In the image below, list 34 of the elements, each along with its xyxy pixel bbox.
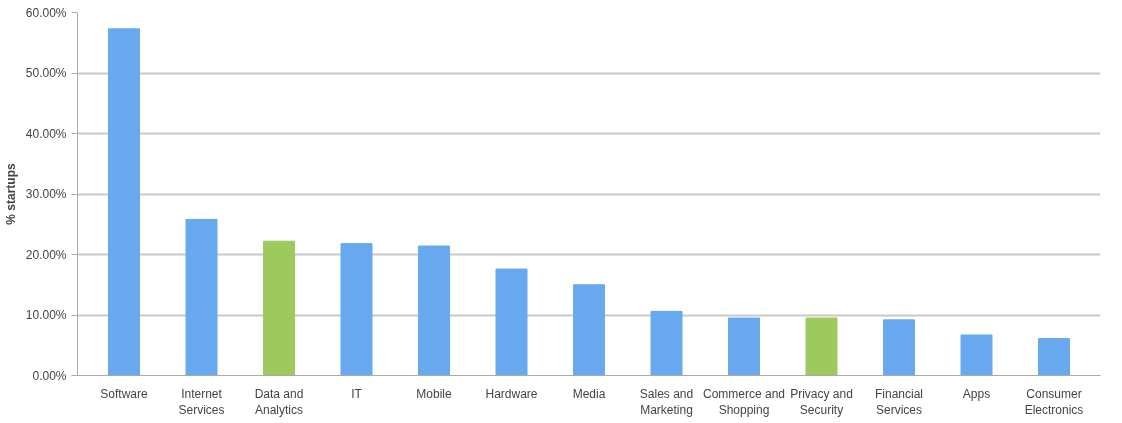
y-tick-label: 50.00% — [25, 66, 67, 80]
bar — [805, 317, 838, 376]
y-tick-label: 60.00% — [25, 5, 67, 20]
y-tick-label: 0.00% — [32, 368, 67, 383]
bar — [185, 218, 218, 376]
y-tick-label: 20.00% — [25, 247, 67, 262]
bar — [1038, 338, 1070, 376]
x-tick-label: Consumer Electronics — [1024, 386, 1084, 418]
bar — [573, 284, 605, 376]
bar — [883, 319, 915, 376]
x-tick-label: Mobile — [416, 386, 452, 401]
bar — [960, 334, 993, 376]
y-tick-label: 30.00% — [25, 187, 67, 201]
y-tick-label: 10.00% — [25, 308, 67, 322]
x-tick-label: Apps — [962, 386, 991, 401]
x-tick-label: Internet Services — [178, 386, 225, 418]
x-tick-label: Financial Services — [874, 386, 924, 418]
bar — [340, 243, 373, 376]
bar — [263, 240, 295, 376]
x-tick-label: Software — [100, 386, 148, 401]
bar — [108, 28, 140, 376]
x-tick-label: Media — [572, 386, 606, 401]
x-tick-label: Sales and Marketing — [639, 386, 694, 418]
x-tick-label: Hardware — [485, 386, 538, 401]
bar — [728, 317, 760, 376]
x-tick-label: Privacy and Security — [790, 386, 853, 418]
bar — [418, 245, 450, 376]
y-tick-label: 40.00% — [25, 126, 67, 141]
y-axis-title: % startups — [3, 163, 18, 225]
bar — [650, 310, 683, 376]
bar — [495, 268, 528, 376]
x-tick-label: IT — [351, 386, 363, 401]
x-tick-label: Data and Analytics — [254, 386, 304, 418]
x-tick-label: Commerce and Shopping — [702, 386, 786, 418]
